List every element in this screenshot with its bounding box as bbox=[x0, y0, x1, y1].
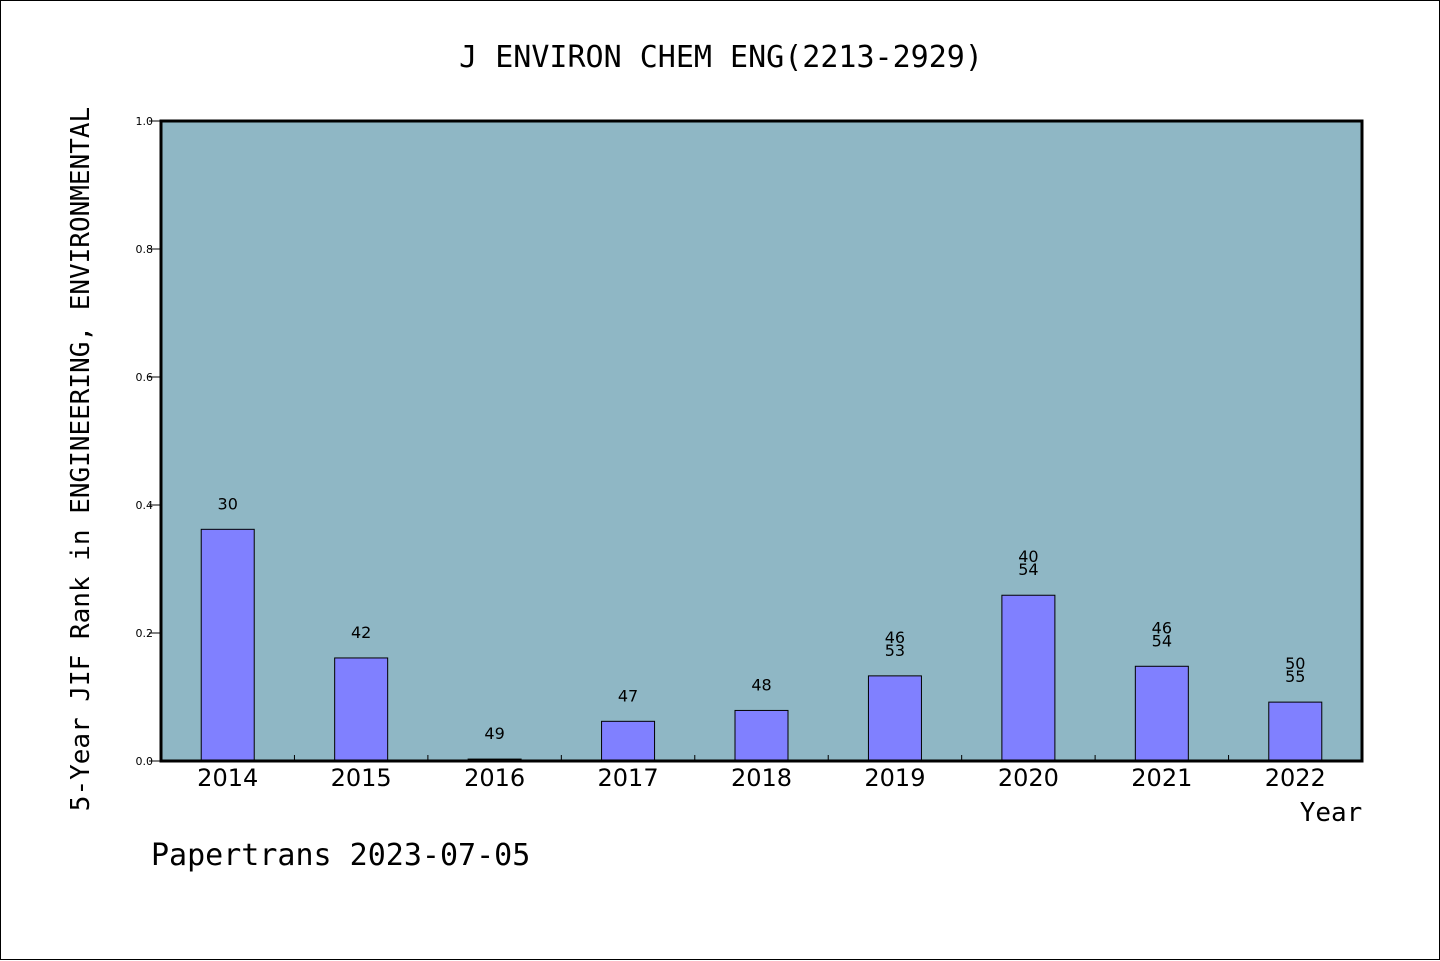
bar-data-label: 46 bbox=[1152, 618, 1172, 637]
bar-data-label: 54 bbox=[1018, 560, 1038, 579]
y-tick-label: 0.4 bbox=[136, 499, 154, 512]
x-tick-label: 2017 bbox=[598, 764, 659, 792]
y-tick-label: 1.0 bbox=[136, 115, 154, 128]
bar-data-label: 53 bbox=[885, 641, 905, 660]
bar-data-label: 42 bbox=[351, 623, 371, 642]
bar-2014 bbox=[200, 528, 255, 762]
bar-data-label: 46 bbox=[885, 628, 905, 647]
bar-data-label: 49 bbox=[484, 724, 504, 743]
x-tick-label: 2020 bbox=[998, 764, 1059, 792]
bar-2022 bbox=[1268, 701, 1323, 762]
bar-2020 bbox=[1001, 594, 1056, 762]
x-tick-label: 2019 bbox=[864, 764, 925, 792]
footer-credit: Papertrans 2023-07-05 bbox=[151, 838, 530, 873]
bar-data-label: 55 bbox=[1285, 667, 1305, 686]
bar-2021 bbox=[1134, 665, 1189, 762]
bar-data-label: 50 bbox=[1285, 654, 1305, 673]
x-tick-label: 2018 bbox=[731, 764, 792, 792]
y-axis: 0.0 0.2 0.4 0.6 0.8 1.0 bbox=[136, 115, 161, 768]
bars bbox=[200, 528, 1323, 762]
chart-title: J ENVIRON CHEM ENG(2213-2929) bbox=[459, 40, 983, 75]
y-tick-label: 0.0 bbox=[136, 755, 154, 768]
bar-2018 bbox=[734, 709, 789, 762]
bar-2019 bbox=[867, 675, 922, 762]
y-tick-label: 0.2 bbox=[136, 627, 154, 640]
x-tick-label: 2022 bbox=[1265, 764, 1326, 792]
bar-data-label: 47 bbox=[618, 686, 638, 705]
plot-frame bbox=[159, 119, 1364, 763]
bar-2017 bbox=[601, 720, 656, 762]
bar-data-label: 40 bbox=[1018, 547, 1038, 566]
plot-area bbox=[161, 121, 1362, 761]
y-tick-label: 0.8 bbox=[136, 243, 154, 256]
x-tick-label: 2014 bbox=[197, 764, 258, 792]
y-tick-label: 0.6 bbox=[136, 371, 154, 384]
x-tick-label: 2021 bbox=[1131, 764, 1192, 792]
x-axis: 2014 2015 2016 2017 2018 2019 2020 2021 2022 bbox=[197, 755, 1326, 792]
bar-data-label: 54 bbox=[1152, 631, 1172, 650]
bar-data-label: 30 bbox=[218, 494, 238, 513]
x-tick-label: 2015 bbox=[331, 764, 392, 792]
x-tick-label: 2016 bbox=[464, 764, 525, 792]
y-axis-label: 5-Year JIF Rank in ENGINEERING, ENVIRONM… bbox=[66, 107, 96, 811]
bar-2015 bbox=[334, 657, 389, 762]
x-axis-label: Year bbox=[1300, 798, 1363, 828]
bar-data-label: 48 bbox=[751, 675, 771, 694]
